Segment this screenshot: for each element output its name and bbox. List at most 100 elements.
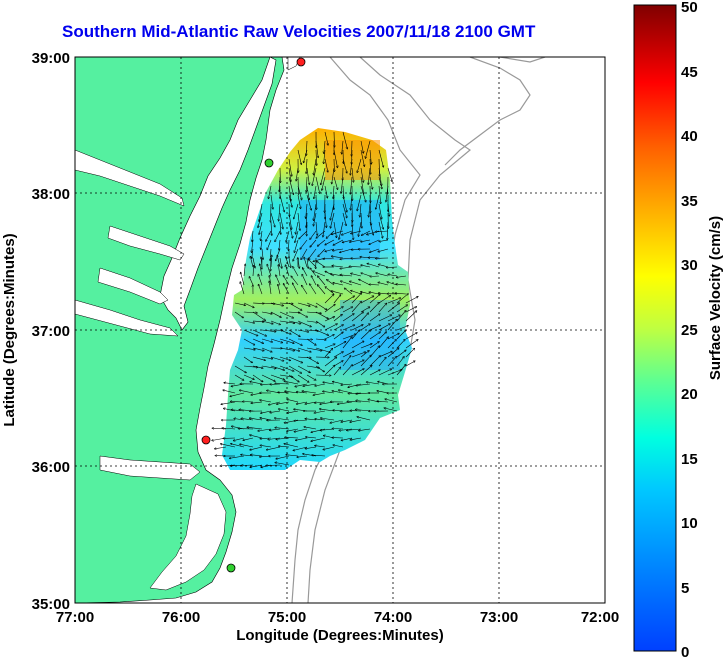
- velocity-arrow: [249, 418, 263, 421]
- velocity-arrow: [333, 295, 341, 304]
- velocity-arrow: [396, 275, 407, 277]
- velocity-arrow: [396, 305, 407, 313]
- velocity-arrow: [342, 203, 347, 218]
- velocity-arrow: [234, 311, 243, 318]
- velocity-arrow: [369, 356, 380, 367]
- velocity-arrow: [318, 276, 326, 286]
- velocity-arrow: [252, 374, 263, 382]
- velocity-arrow: [396, 365, 406, 376]
- velocity-arrow: [360, 344, 372, 349]
- velocity-arrow: [378, 357, 386, 367]
- velocity-arrow: [288, 239, 289, 250]
- velocity-arrow: [342, 158, 347, 173]
- potomac-river: [75, 149, 185, 207]
- velocity-arrow: [252, 329, 266, 336]
- velocity-arrow: [321, 418, 335, 421]
- velocity-arrow: [233, 437, 245, 441]
- velocity-arrow: [306, 320, 318, 323]
- velocity-arrow: [252, 311, 265, 320]
- velocity-arrow: [250, 446, 263, 450]
- velocity-arrow: [387, 167, 392, 182]
- velocity-arrow: [378, 203, 382, 219]
- velocity-arrow: [351, 325, 363, 331]
- velocity-arrow: [360, 324, 370, 331]
- velocity-arrow: [356, 410, 371, 412]
- velocity-arrow: [395, 293, 407, 294]
- velocity-arrow: [286, 257, 290, 268]
- velocity-arrow: [324, 294, 334, 304]
- velocity-arrow: [315, 221, 317, 235]
- colorbar-tick-label: 25: [681, 322, 698, 339]
- velocity-arrow: [252, 365, 263, 368]
- velocity-arrow: [278, 284, 281, 295]
- velocity-arrow: [302, 285, 308, 295]
- velocity-arrow: [325, 271, 335, 277]
- velocity-arrow: [350, 437, 362, 440]
- velocity-arrow: [351, 221, 353, 240]
- velocity-arrow: [341, 176, 344, 193]
- velocity-arrow: [361, 212, 362, 228]
- velocity-arrow: [315, 140, 318, 158]
- velocity-arrow: [279, 374, 293, 377]
- velocity-arrow: [333, 307, 343, 313]
- velocity-arrow: [279, 303, 293, 304]
- velocity-arrow: [369, 176, 372, 189]
- velocity-arrow: [268, 185, 272, 199]
- velocity-arrow: [315, 402, 326, 403]
- velocity-arrow: [387, 303, 399, 313]
- velocity-arrow: [323, 258, 335, 259]
- velocity-arrow: [303, 454, 317, 457]
- velocity-arrow: [377, 401, 389, 402]
- velocity-arrow: [357, 194, 362, 211]
- velocity-arrow: [279, 239, 281, 250]
- velocity-arrow: [369, 149, 371, 164]
- velocity-arrow: [352, 140, 353, 156]
- velocity-arrow: [378, 212, 383, 229]
- velocity-arrow: [369, 370, 380, 376]
- velocity-arrow: [351, 230, 362, 234]
- velocity-arrow: [315, 365, 324, 372]
- velocity-arrow: [369, 284, 380, 285]
- velocity-arrow: [252, 356, 265, 360]
- velocity-arrow: [347, 401, 362, 402]
- velocity-arrow: [351, 352, 366, 358]
- velocity-arrow: [301, 248, 308, 259]
- velocity-arrow: [304, 257, 308, 268]
- velocity-arrow: [306, 338, 316, 345]
- velocity-arrow: [351, 312, 363, 322]
- velocity-arrow: [312, 455, 326, 456]
- colorbar-tick-label: 35: [681, 193, 698, 210]
- velocity-arrow: [340, 275, 353, 277]
- velocity-arrow: [252, 303, 264, 304]
- velocity-arrow: [333, 221, 337, 238]
- velocity-arrow: [261, 365, 276, 368]
- velocity-arrow: [283, 276, 290, 286]
- velocity-vectors: [212, 131, 418, 467]
- velocity-arrow: [360, 313, 368, 322]
- x-tick-label: 76:00: [162, 609, 200, 626]
- velocity-arrow: [369, 203, 371, 217]
- velocity-arrow: [361, 273, 371, 277]
- velocity-arrow: [266, 465, 281, 466]
- velocity-arrow: [231, 444, 245, 448]
- velocity-arrow: [339, 221, 344, 239]
- velocity-arrow: [320, 409, 335, 412]
- velocity-arrow: [243, 329, 258, 336]
- velocity-arrow: [275, 230, 281, 242]
- velocity-arrow: [387, 298, 401, 304]
- velocity-arrow: [304, 149, 308, 163]
- velocity-arrow: [356, 401, 371, 403]
- velocity-arrow: [311, 276, 317, 286]
- colorbar-tick-label: 20: [681, 386, 698, 403]
- velocity-arrow: [351, 291, 362, 295]
- velocity-arrow: [269, 281, 272, 295]
- velocity-arrow: [297, 347, 311, 352]
- velocity-arrow: [288, 167, 291, 181]
- velocity-arrow: [303, 383, 317, 386]
- velocity-arrow: [288, 212, 292, 229]
- velocity-arrow: [333, 332, 343, 340]
- velocity-arrow: [349, 266, 362, 267]
- velocity-arrow: [356, 383, 371, 386]
- velocity-arrow: [306, 329, 318, 331]
